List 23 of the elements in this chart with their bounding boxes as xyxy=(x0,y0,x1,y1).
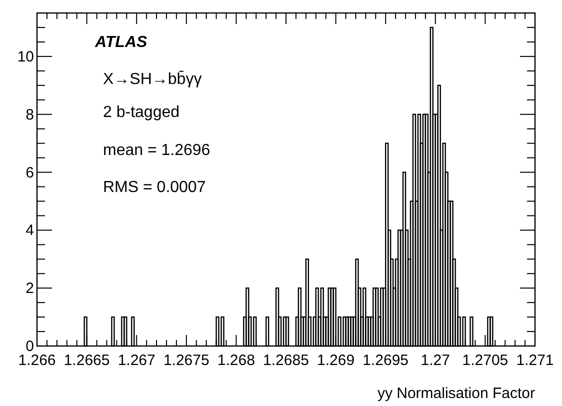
annotation: RMS = 0.0007 xyxy=(103,179,206,196)
y-tick-label: 10 xyxy=(17,48,34,66)
x-tick-label: 1.2675 xyxy=(163,352,210,369)
y-tick-label: 0 xyxy=(26,338,34,355)
x-axis-title: yy Normalisation Factor xyxy=(377,385,535,402)
annotation: 2 b-tagged xyxy=(103,104,180,121)
y-tick-label: 6 xyxy=(26,164,34,182)
x-tick-label: 1.2705 xyxy=(462,352,508,369)
x-tick-label: 1.271 xyxy=(516,352,554,369)
y-tick-label: 2 xyxy=(26,280,34,298)
x-tick-label: 1.2695 xyxy=(362,352,409,369)
annotation: mean = 1.2696 xyxy=(103,142,210,159)
annotation: X→SH→bb̄γγ xyxy=(103,70,202,88)
y-tick-label: 4 xyxy=(26,222,34,240)
annotation: ATLAS xyxy=(94,34,148,51)
x-tick-label: 1.268 xyxy=(217,352,255,369)
x-tick-label: 1.2685 xyxy=(263,352,309,369)
x-tick-label: 1.267 xyxy=(118,352,156,369)
x-tick-label: 1.269 xyxy=(317,352,355,369)
y-tick-label: 8 xyxy=(26,106,34,124)
x-tick-label: 1.2665 xyxy=(64,352,110,369)
x-tick-label: 1.266 xyxy=(18,352,56,369)
x-tick-label: 1.27 xyxy=(420,352,450,369)
